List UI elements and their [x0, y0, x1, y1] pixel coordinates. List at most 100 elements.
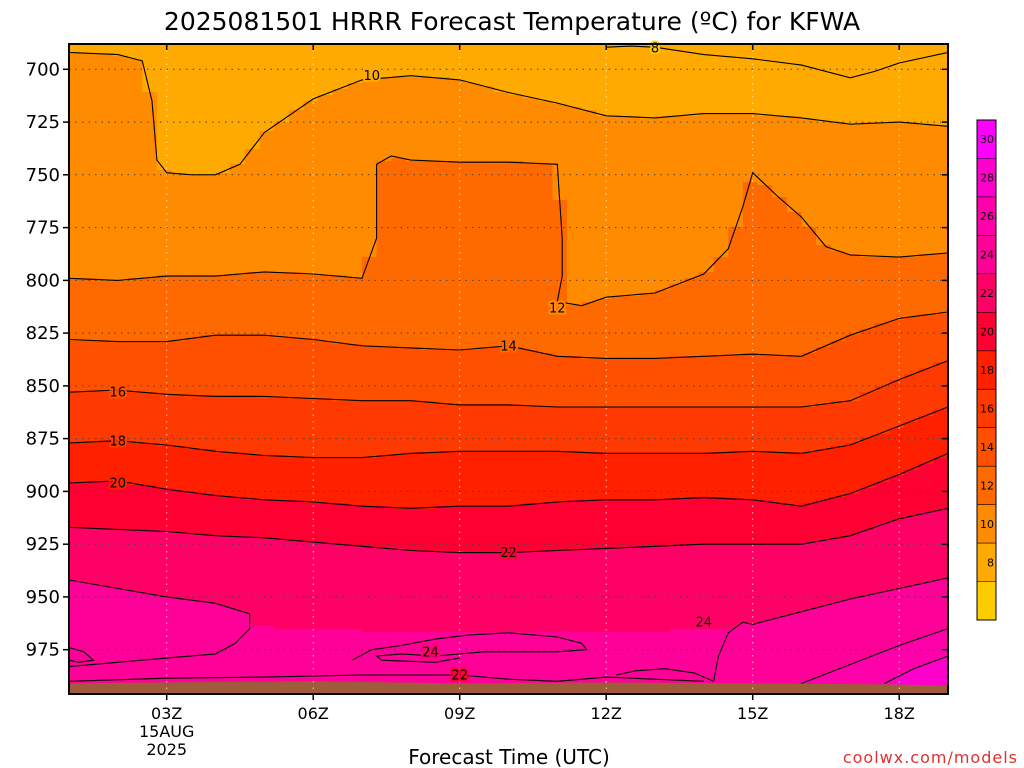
- field-cell: [98, 101, 114, 105]
- field-cell: [98, 470, 114, 474]
- field-cell: [200, 95, 217, 99]
- field-cell: [230, 491, 246, 495]
- field-cell: [215, 365, 231, 369]
- field-cell: [156, 287, 173, 291]
- field-cell: [142, 578, 158, 582]
- field-cell: [215, 125, 231, 129]
- chart-title: 2025081501 HRRR Forecast Temperature (ºC…: [164, 7, 860, 36]
- field-cell: [171, 572, 188, 576]
- field-cell: [200, 590, 217, 594]
- field-cell: [112, 665, 129, 669]
- field-cell: [171, 167, 188, 171]
- field-cell: [171, 77, 188, 81]
- field-cell: [186, 278, 202, 282]
- field-cell: [98, 68, 114, 72]
- field-cell: [156, 539, 173, 543]
- field-cell: [200, 581, 217, 585]
- field-cell: [69, 425, 85, 429]
- field-cell: [112, 77, 129, 81]
- field-cell: [230, 155, 246, 159]
- field-cell: [215, 134, 231, 138]
- field-cell: [142, 659, 158, 663]
- field-cell: [127, 395, 144, 399]
- field-cell: [127, 380, 144, 384]
- field-cell: [186, 317, 202, 321]
- field-cell: [83, 539, 100, 543]
- field-cell: [69, 209, 85, 213]
- field-cell: [156, 446, 173, 450]
- field-cell: [230, 527, 246, 531]
- field-cell: [142, 236, 158, 240]
- field-cell: [215, 653, 231, 657]
- field-cell: [200, 572, 217, 576]
- field-cell: [156, 137, 173, 141]
- field-cell: [69, 455, 85, 459]
- field-cell: [200, 560, 217, 564]
- field-cell: [186, 125, 202, 129]
- field-cell: [200, 404, 217, 408]
- field-cell: [215, 482, 231, 486]
- field-cell: [142, 74, 158, 78]
- field-cell: [98, 110, 114, 114]
- field-cell: [200, 677, 217, 681]
- field-cell: [200, 308, 217, 312]
- field-cell: [215, 509, 231, 513]
- field-cell: [98, 581, 114, 585]
- field-cell: [215, 152, 231, 156]
- field-cell: [215, 59, 231, 63]
- field-cell: [83, 197, 100, 201]
- field-cell: [69, 65, 85, 69]
- field-cell: [186, 410, 202, 414]
- field-cell: [112, 668, 129, 672]
- field-cell: [186, 383, 202, 387]
- field-cell: [98, 413, 114, 417]
- field-cell: [200, 185, 217, 189]
- field-cell: [142, 71, 158, 75]
- field-cell: [215, 341, 231, 345]
- field-cell: [200, 227, 217, 231]
- field-cell: [69, 578, 85, 582]
- field-cell: [83, 140, 100, 144]
- field-cell: [127, 530, 144, 534]
- field-cell: [200, 569, 217, 573]
- field-cell: [142, 401, 158, 405]
- field-cell: [215, 419, 231, 423]
- field-cell: [200, 470, 217, 474]
- field-cell: [156, 266, 173, 270]
- field-cell: [230, 326, 246, 330]
- field-cell: [98, 314, 114, 318]
- field-cell: [142, 164, 158, 168]
- field-cell: [230, 107, 246, 111]
- field-cell: [98, 308, 114, 312]
- field-cell: [200, 437, 217, 441]
- field-cell: [215, 539, 231, 543]
- field-cell: [171, 674, 188, 678]
- field-cell: [83, 518, 100, 522]
- field-cell: [127, 203, 144, 207]
- field-cell: [112, 542, 129, 546]
- field-cell: [200, 248, 217, 252]
- field-cell: [156, 320, 173, 324]
- field-cell: [98, 182, 114, 186]
- field-cell: [127, 128, 144, 132]
- field-cell: [215, 314, 231, 318]
- field-cell: [171, 137, 188, 141]
- field-cell: [127, 305, 144, 309]
- field-cell: [98, 524, 114, 528]
- field-cell: [112, 116, 129, 120]
- field-cell: [83, 377, 100, 381]
- field-cell: [156, 104, 173, 108]
- field-cell: [142, 476, 158, 480]
- field-cell: [186, 254, 202, 258]
- field-cell: [112, 305, 129, 309]
- field-cell: [112, 281, 129, 285]
- field-cell: [230, 350, 246, 354]
- field-cell: [98, 62, 114, 66]
- field-cell: [127, 524, 144, 528]
- field-cell: [112, 293, 129, 297]
- field-cell: [156, 71, 173, 75]
- field-cell: [83, 257, 100, 261]
- field-cell: [215, 377, 231, 381]
- field-cell: [112, 569, 129, 573]
- field-cell: [230, 479, 246, 483]
